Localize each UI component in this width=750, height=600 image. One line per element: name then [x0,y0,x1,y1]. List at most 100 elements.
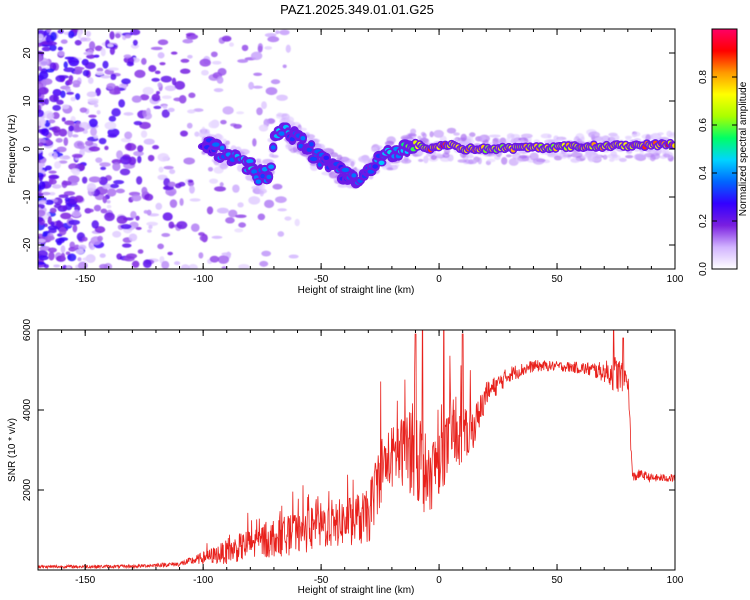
spectrogram-noise-blob [275,196,287,203]
spectrogram-noise-blob [94,45,103,52]
spectrogram-noise-blob [61,180,72,186]
spectrogram-x-tick-label: -100 [193,274,213,285]
spectrogram-noise-blob [221,35,232,42]
spectrogram-noise-blob [182,38,194,44]
spectrogram-noise [38,29,301,269]
spectrogram-noise-blob [189,185,195,194]
spectrogram-noise-blob [126,61,134,67]
spectrogram-noise-blob [256,107,263,116]
spectrogram-noise-blob [86,91,97,98]
spectrogram-noise-blob [110,73,117,81]
spectrogram-ridge-core [372,164,378,169]
spectrogram-noise-blob [72,80,81,86]
spectrogram-noise-blob [38,42,42,48]
spectrogram-ridge-core [300,135,306,141]
spectrogram-noise-blob [141,186,148,195]
spectrogram-noise-blob [264,199,275,209]
spectrogram-x-tick-label: -50 [314,274,329,285]
spectrogram-noise-blob [38,138,46,143]
figure-title: PAZ1.2025.349.01.01.G25 [280,2,434,17]
spectrogram-noise-blob [211,60,222,65]
spectrogram-noise-blob [135,215,140,221]
spectrogram-haze-blob [469,132,476,138]
spectrogram-noise-blob [115,33,121,39]
spectrogram-noise-blob [187,109,196,114]
spectrogram-noise-blob [99,263,109,269]
spectrogram-y-tick-label: 0 [22,146,33,152]
spectrogram-noise-blob [63,61,68,69]
spectrogram-noise-blob [48,174,60,180]
spectrogram-noise-blob [57,29,64,34]
spectrogram-noise-blob [176,221,188,230]
spectrogram-ridge-core [306,147,313,152]
spectrogram-noise-blob [143,138,155,145]
spectrogram-noise-blob [63,67,76,73]
spectrogram-noise-blob [209,255,220,263]
spectrogram-noise-blob [146,221,159,226]
spectrogram-haze-blob [643,153,655,158]
spectrogram-noise-blob [248,196,261,205]
spectrogram-noise-blob [69,241,76,249]
spectrogram-noise-blob [180,58,190,63]
snr-frame [37,329,676,571]
spectrogram-haze-blob [548,139,554,143]
spectrogram-x-axis-label: Height of straight line (km) [298,285,415,296]
spectrogram-noise-blob [264,46,273,50]
snr-y-axis-label: SNR (10 * v/v) [7,418,18,482]
spectrogram-haze-blob [285,116,295,124]
spectrogram-x-tick-label: 100 [667,274,684,285]
spectrogram-noise-blob [142,259,152,268]
colorbar-tick-label: 0.2 [698,214,709,228]
spectrogram-noise-blob [88,118,98,128]
spectrogram-noise-blob [198,252,204,259]
spectrogram-noise-blob [67,175,80,184]
spectrogram-noise-blob [87,77,94,85]
spectrogram-noise-blob [65,202,73,211]
spectrogram-noise-blob [60,245,66,254]
spectrogram-noise-blob [116,215,128,224]
colorbar: 0.0 0.2 0.4 0.6 0.8 Normalized spectral ampl… [698,28,749,276]
spectrogram-noise-blob [288,254,299,259]
spectrogram-noise-blob [49,94,60,103]
spectrogram-noise-blob [115,188,125,194]
spectrogram-haze-blob [663,153,671,158]
spectrogram-noise-blob [123,54,132,59]
spectrogram-noise-blob [152,145,160,150]
snr-x-tick-label: -150 [75,575,95,586]
spectrogram-ridge-core [270,145,276,150]
spectrogram-noise-blob [190,223,200,232]
spectrogram-noise-blob [167,181,176,188]
spectrogram-noise-blob [174,80,186,90]
spectrogram-noise-blob [60,252,66,260]
spectrogram-haze-blob [460,133,467,142]
spectrogram-noise-blob [78,244,87,251]
spectrogram-haze-blob [468,159,474,165]
spectrogram-noise-blob [86,182,97,192]
spectrogram-noise-blob [57,46,63,51]
spectrogram-noise-blob [148,224,153,230]
spectrogram-noise-blob [253,72,263,77]
spectrogram-haze-blob [453,132,460,136]
colorbar-gradient [711,28,738,270]
spectrogram-noise-blob [199,58,211,67]
colorbar-tick-label: 0.4 [698,166,709,180]
snr-x-tick-label: 50 [551,575,563,586]
spectrogram-noise-blob [145,107,151,116]
spectrogram-noise-blob [108,115,117,122]
spectrogram-noise-blob [133,150,144,157]
spectrogram-noise-blob [86,54,96,59]
spectrogram-noise-blob [120,223,132,230]
spectrogram-noise-blob [157,39,169,46]
spectrogram-haze-blob [506,137,511,144]
spectrogram-noise-blob [49,44,57,52]
spectrogram-noise-blob [63,137,69,146]
spectrogram-ridge-core [672,143,675,149]
spectrogram-noise-blob [58,160,68,164]
spectrogram-noise-blob [95,157,103,163]
spectrogram-noise-blob [95,87,101,97]
spectrogram-haze-blob [285,143,293,150]
spectrogram-noise-blob [58,226,67,236]
spectrogram-noise-blob [47,247,57,253]
spectrogram-noise-blob [53,264,61,268]
spectrogram-haze-blob [488,134,501,138]
